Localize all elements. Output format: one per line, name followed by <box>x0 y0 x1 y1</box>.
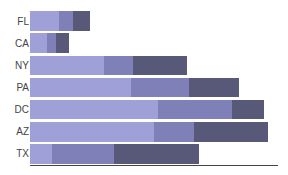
svg-text:TX: TX <box>16 148 29 159</box>
svg-text:PA: PA <box>16 82 29 93</box>
svg-text:DC: DC <box>15 104 29 115</box>
svg-text:NY: NY <box>15 60 29 71</box>
svg-text:AZ: AZ <box>16 126 29 137</box>
svg-text:CA: CA <box>15 38 29 49</box>
svg-text:FL: FL <box>17 16 29 27</box>
